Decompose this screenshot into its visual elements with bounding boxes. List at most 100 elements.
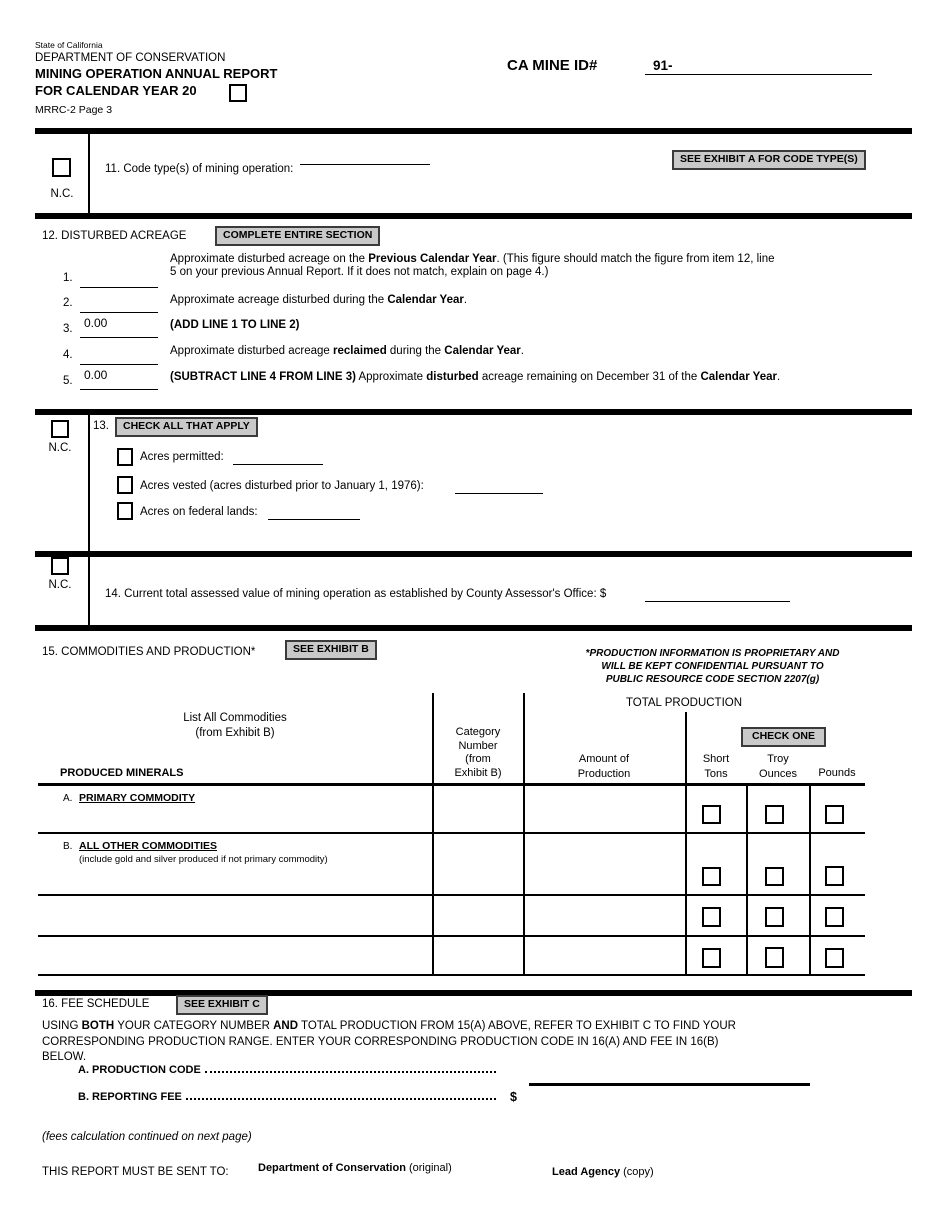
pounds-checkbox-row-a[interactable] bbox=[825, 805, 844, 824]
produced-minerals-header: PRODUCED MINERALS bbox=[60, 767, 184, 779]
short-tons-checkbox-row-a[interactable] bbox=[702, 805, 721, 824]
commodity-cell-row-4[interactable] bbox=[80, 940, 425, 970]
see-exhibit-b-button: SEE EXHIBIT B bbox=[285, 640, 377, 660]
nc-label-section14: N.C. bbox=[48, 579, 72, 591]
category-cell-row-b[interactable] bbox=[436, 838, 520, 890]
divider-bar bbox=[35, 409, 912, 415]
line-number: 5. bbox=[63, 375, 73, 387]
short-tons-checkbox-row-4[interactable] bbox=[702, 948, 721, 968]
short-tons-checkbox-row-3[interactable] bbox=[702, 907, 721, 927]
category-cell-row-3[interactable] bbox=[436, 900, 520, 930]
mine-id-label: CA MINE ID# bbox=[507, 57, 598, 74]
confidential-note-line3: PUBLIC RESOURCE CODE SECTION 2207(g) bbox=[605, 674, 820, 685]
commodity-cell-row-3[interactable] bbox=[80, 900, 425, 930]
table-row-line bbox=[38, 935, 865, 937]
nc-label-section13: N.C. bbox=[48, 442, 72, 454]
section13-number: 13. bbox=[93, 420, 109, 432]
troy-ounces-checkbox-row-a[interactable] bbox=[765, 805, 784, 824]
acres-permitted-field[interactable] bbox=[233, 450, 323, 465]
line2-text: Approximate acreage disturbed during the… bbox=[170, 294, 468, 306]
department-label: DEPARTMENT OF CONSERVATION bbox=[35, 52, 226, 64]
troy-ounces-checkbox-row-3[interactable] bbox=[765, 907, 784, 927]
destination-original: Department of Conservation (original) bbox=[258, 1162, 452, 1174]
commodities-header: List All Commodities (from Exhibit B) bbox=[85, 711, 385, 740]
amount-cell-row-b[interactable] bbox=[527, 838, 681, 890]
form-number: MRRC-2 Page 3 bbox=[35, 104, 113, 116]
divider-bar bbox=[35, 625, 912, 631]
production-code-label: A. PRODUCTION CODE bbox=[78, 1064, 201, 1076]
acres-federal-checkbox[interactable] bbox=[117, 502, 133, 520]
see-exhibit-c-button: SEE EXHIBIT C bbox=[176, 995, 268, 1015]
troy-ounces-checkbox-row-b[interactable] bbox=[765, 867, 784, 886]
confidential-note-line1: *PRODUCTION INFORMATION IS PROPRIETARY A… bbox=[585, 648, 840, 659]
production-code-field[interactable] bbox=[529, 1083, 810, 1086]
commodities-header-line2: (from Exhibit B) bbox=[195, 726, 275, 739]
row-a-letter: A. bbox=[63, 793, 73, 804]
line5-text: (SUBTRACT LINE 4 FROM LINE 3) Approximat… bbox=[170, 371, 781, 383]
line-number: 3. bbox=[63, 323, 73, 335]
acreage-line5-field[interactable] bbox=[80, 374, 158, 390]
nc-checkbox-section14[interactable] bbox=[51, 557, 69, 575]
short-tons-header: Short Tons bbox=[702, 753, 730, 780]
amount-cell-row-a[interactable] bbox=[527, 795, 681, 828]
acreage-line4-field[interactable] bbox=[80, 349, 158, 365]
section15-title: 15. COMMODITIES AND PRODUCTION* bbox=[42, 646, 256, 658]
category-cell-row-4[interactable] bbox=[436, 940, 520, 970]
acres-federal-label: Acres on federal lands: bbox=[140, 506, 258, 518]
acres-permitted-checkbox[interactable] bbox=[117, 448, 133, 466]
code-type-label: 11. Code type(s) of mining operation: bbox=[105, 163, 294, 175]
code-type-field[interactable] bbox=[300, 149, 430, 165]
pounds-checkbox-row-b[interactable] bbox=[825, 866, 844, 886]
acres-permitted-label: Acres permitted: bbox=[140, 451, 224, 463]
line-number: 4. bbox=[63, 349, 73, 361]
complete-entire-section-button: COMPLETE ENTIRE SECTION bbox=[215, 226, 381, 246]
acres-federal-field[interactable] bbox=[268, 505, 360, 520]
row-b-note: (include gold and silver produced if not… bbox=[79, 854, 328, 865]
reporting-fee-row: B. REPORTING FEE bbox=[78, 1091, 498, 1103]
table-header-line bbox=[38, 783, 865, 786]
pounds-checkbox-row-3[interactable] bbox=[825, 907, 844, 927]
row-a-label: PRIMARY COMMODITY bbox=[79, 792, 196, 804]
nc-checkbox-section13[interactable] bbox=[51, 420, 69, 438]
commodities-header-line1: List All Commodities bbox=[183, 712, 287, 724]
total-production-header: TOTAL PRODUCTION bbox=[625, 697, 743, 709]
acres-vested-field[interactable] bbox=[455, 479, 543, 494]
dot-leader bbox=[204, 1070, 496, 1073]
pounds-checkbox-row-4[interactable] bbox=[825, 948, 844, 968]
acreage-line3-value: 0.00 bbox=[84, 316, 108, 330]
category-number-header: Category Number (from Exhibit B) bbox=[454, 726, 502, 779]
acreage-line3-field[interactable] bbox=[80, 322, 158, 338]
destination-copy: Lead Agency (copy) bbox=[552, 1166, 654, 1178]
fees-continued-note: (fees calculation continued on next page… bbox=[42, 1131, 252, 1143]
category-cell-row-a[interactable] bbox=[436, 795, 520, 828]
check-one-button: CHECK ONE bbox=[741, 727, 827, 747]
assessed-value-label: 14. Current total assessed value of mini… bbox=[105, 588, 607, 600]
confidential-note: *PRODUCTION INFORMATION IS PROPRIETARY A… bbox=[545, 647, 880, 686]
amount-cell-row-4[interactable] bbox=[527, 940, 681, 970]
divider-bar bbox=[35, 213, 912, 219]
table-vline bbox=[685, 712, 687, 974]
calendar-year-box[interactable] bbox=[229, 84, 247, 102]
acres-vested-checkbox[interactable] bbox=[117, 476, 133, 494]
assessed-value-field[interactable] bbox=[645, 587, 790, 602]
acres-vested-label: Acres vested (acres disturbed prior to J… bbox=[140, 480, 424, 492]
table-vline bbox=[746, 785, 748, 974]
nc-checkbox-section11[interactable] bbox=[52, 158, 71, 177]
pounds-header: Pounds bbox=[818, 767, 856, 779]
amount-of-production-header: Amount of Production bbox=[577, 753, 631, 780]
commodity-cell-row-b[interactable] bbox=[80, 868, 425, 890]
nc-label-section11: N.C. bbox=[50, 188, 74, 200]
acreage-line1-field[interactable] bbox=[80, 272, 158, 288]
table-row-line bbox=[38, 894, 865, 896]
short-tons-checkbox-row-b[interactable] bbox=[702, 867, 721, 886]
acreage-line2-field[interactable] bbox=[80, 297, 158, 313]
amount-cell-row-3[interactable] bbox=[527, 900, 681, 930]
mine-id-field[interactable] bbox=[645, 60, 872, 75]
commodity-cell-row-a[interactable] bbox=[80, 800, 425, 828]
divider-bar bbox=[35, 990, 912, 996]
production-code-row: A. PRODUCTION CODE bbox=[78, 1064, 498, 1076]
table-vline bbox=[523, 693, 525, 974]
troy-ounces-checkbox-row-4[interactable] bbox=[765, 947, 784, 968]
check-all-that-apply-button: CHECK ALL THAT APPLY bbox=[115, 417, 258, 437]
